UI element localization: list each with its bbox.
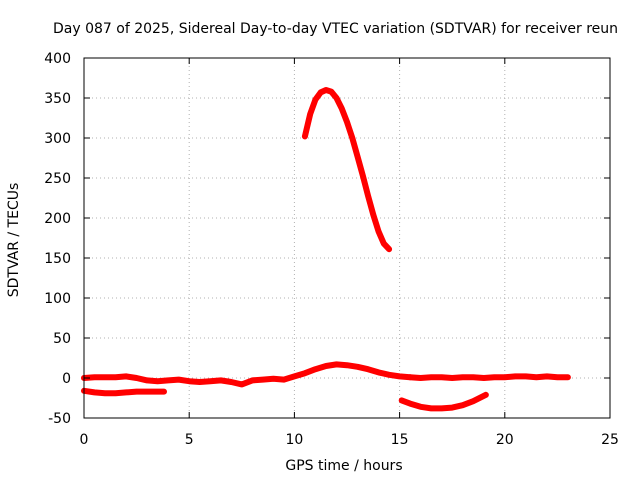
series-line-4 — [398, 391, 489, 412]
y-tick-labels: -50 0 50 100 150 200 250 300 350 400 — [44, 51, 71, 427]
y-tick-label: 150 — [44, 251, 71, 267]
series-line-1 — [81, 361, 414, 388]
x-tick-label: 20 — [496, 432, 514, 448]
y-tick-label: 350 — [44, 91, 71, 107]
grid-lines — [84, 58, 610, 418]
y-tick-label: 50 — [53, 331, 71, 347]
series-line-3 — [301, 87, 393, 253]
data-series — [81, 87, 571, 412]
x-tick-label: 0 — [80, 432, 89, 448]
x-tick-label: 25 — [601, 432, 619, 448]
x-tick-label: 15 — [391, 432, 409, 448]
y-tick-label: 300 — [44, 131, 71, 147]
axis-ticks — [83, 57, 611, 419]
y-axis-label: SDTVAR / TECUs — [6, 183, 22, 298]
x-axis-label: GPS time / hours — [285, 458, 402, 474]
chart-title: Day 087 of 2025, Sidereal Day-to-day VTE… — [53, 21, 618, 37]
y-tick-label: -50 — [48, 411, 71, 427]
x-tick-label: 5 — [185, 432, 194, 448]
x-tick-labels: 0 5 10 15 20 25 — [80, 432, 619, 448]
series-line-5 — [407, 373, 571, 381]
series-line-2 — [81, 387, 167, 397]
y-tick-label: 0 — [62, 371, 71, 387]
y-tick-label: 200 — [44, 211, 71, 227]
x-tick-label: 10 — [285, 432, 303, 448]
plot-frame — [83, 57, 611, 419]
y-tick-label: 250 — [44, 171, 71, 187]
y-tick-label: 400 — [44, 51, 71, 67]
y-tick-label: 100 — [44, 291, 71, 307]
